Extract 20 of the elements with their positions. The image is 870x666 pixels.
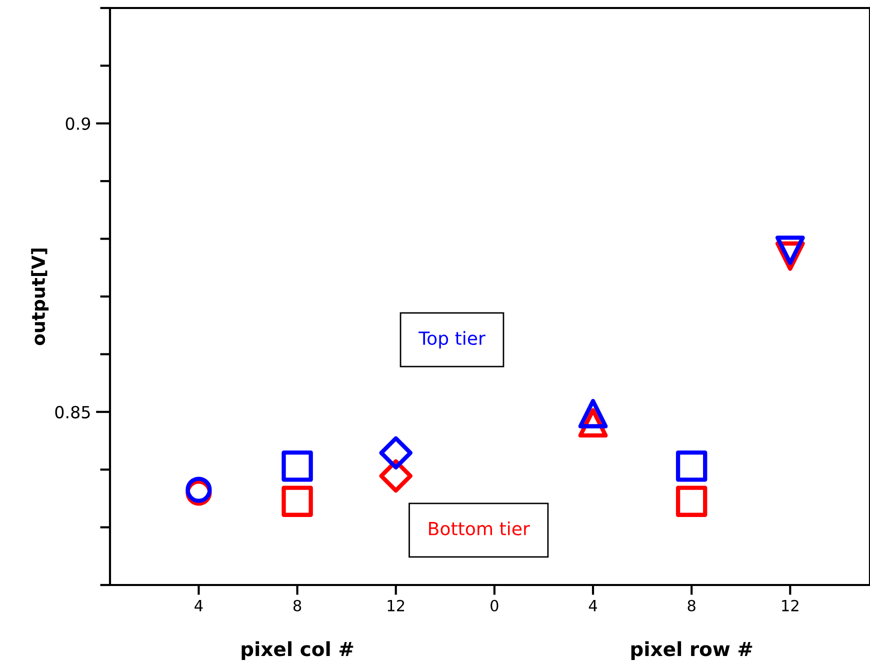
x-tick-label: 0 bbox=[490, 600, 498, 612]
point bbox=[775, 236, 805, 266]
x-tick-label: 12 bbox=[388, 600, 404, 612]
point bbox=[282, 486, 313, 517]
text: Bottom tier bbox=[429, 521, 530, 536]
y-tick-label: 0.85 bbox=[55, 406, 90, 418]
x-tick-label: 12 bbox=[782, 600, 798, 612]
y-tick-label: 0.9 bbox=[66, 117, 90, 130]
y-axis-title: output[V] bbox=[31, 248, 49, 346]
x-tick-label: 8 bbox=[688, 600, 696, 612]
x-tick-label: 4 bbox=[194, 600, 203, 612]
x-axis-title: pixel col # bbox=[242, 641, 354, 660]
text: pixel row # bbox=[631, 641, 752, 660]
point bbox=[676, 486, 708, 517]
point bbox=[282, 450, 313, 482]
x-tick-label: 8 bbox=[293, 600, 302, 612]
point bbox=[676, 450, 708, 482]
text: Top tier bbox=[418, 331, 486, 349]
x-tick-label: 4 bbox=[588, 600, 598, 612]
point bbox=[578, 398, 608, 428]
